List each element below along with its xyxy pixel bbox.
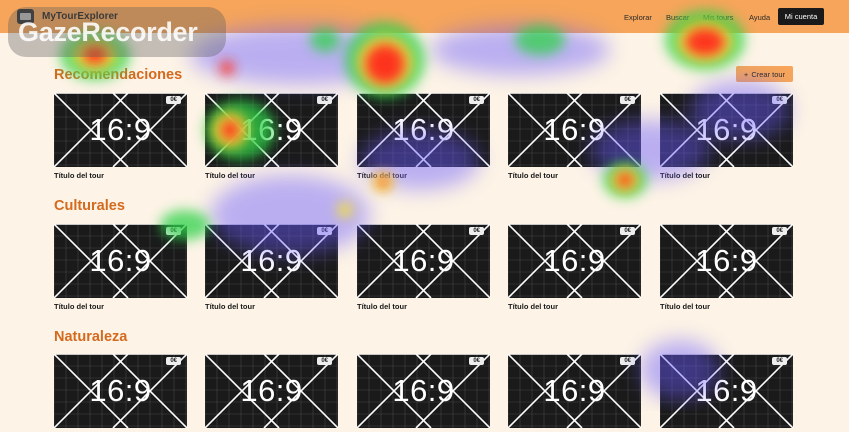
tour-card[interactable]: 16:9 0€ [54,354,187,432]
price-badge: 0€ [772,96,787,104]
price-badge: 0€ [166,96,181,104]
aspect-ratio-label: 16:9 [89,112,152,147]
tour-title: Título del tour [54,171,104,180]
placeholder-grid-icon [54,93,187,167]
tour-card[interactable]: 16:9 0€ Título del tour [508,224,641,311]
price-badge: 0€ [772,357,787,365]
tour-title: Título del tour [205,302,255,311]
tour-thumbnail-placeholder: 16:9 0€ [205,354,338,428]
nav-link-explorar[interactable]: Explorar [624,13,652,22]
tour-thumbnail-placeholder: 16:9 0€ [508,93,641,167]
price-badge: 0€ [772,227,787,235]
price-badge: 0€ [469,96,484,104]
price-badge: 0€ [620,96,635,104]
tour-card[interactable]: 16:9 0€ Título del tour [357,224,490,311]
aspect-ratio-label: 16:9 [240,373,303,408]
price-badge: 0€ [317,357,332,365]
nav-link-buscar[interactable]: Buscar [666,13,690,22]
aspect-ratio-label: 16:9 [543,373,606,408]
tour-title: Título del tour [660,302,710,311]
aspect-ratio-label: 16:9 [543,112,606,147]
tour-thumbnail-placeholder: 16:9 0€ [660,224,793,298]
brand-name[interactable]: MyTourExplorer [42,11,118,22]
tour-thumbnail-placeholder: 16:9 0€ [508,224,641,298]
tour-thumbnail-placeholder: 16:9 0€ [54,354,187,428]
tour-thumbnail-placeholder: 16:9 0€ [660,354,793,428]
tour-card[interactable]: 16:9 0€ Título del tour [660,93,793,180]
tour-card[interactable]: 16:9 0€ [660,354,793,432]
account-button[interactable]: Mi cuenta [778,8,824,25]
tour-thumbnail-placeholder: 16:9 0€ [508,354,641,428]
price-badge: 0€ [317,227,332,235]
placeholder-grid-icon [660,224,793,298]
section-title-naturaleza: Naturaleza [54,329,128,345]
tour-title: Título del tour [357,302,407,311]
tour-thumbnail-placeholder: 16:9 0€ [205,224,338,298]
watermark-text: GazeRecorder [18,17,198,47]
tour-thumbnail-placeholder: 16:9 0€ [660,93,793,167]
tour-card[interactable]: 16:9 0€ Título del tour [54,224,187,311]
aspect-ratio-label: 16:9 [392,112,455,147]
create-tour-button[interactable]: + Crear tour [736,66,793,82]
aspect-ratio-label: 16:9 [695,373,758,408]
tour-title: Título del tour [660,171,710,180]
plus-icon: + [743,69,749,79]
aspect-ratio-label: 16:9 [89,243,152,278]
section-title-recomendaciones: Recomendaciones [54,67,183,83]
price-badge: 0€ [166,227,181,235]
aspect-ratio-label: 16:9 [392,373,455,408]
tour-thumbnail-placeholder: 16:9 0€ [357,93,490,167]
gaze-heatmap-overlay [60,10,790,400]
tour-card[interactable]: 16:9 0€ Título del tour [508,93,641,180]
aspect-ratio-label: 16:9 [89,373,152,408]
tour-card[interactable]: 16:9 0€ Título del tour [205,93,338,180]
tour-thumbnail-placeholder: 16:9 0€ [357,354,490,428]
tour-card[interactable]: 16:9 0€ Título del tour [660,224,793,311]
section-title-culturales: Culturales [54,198,125,214]
nav-link-ayuda[interactable]: Ayuda [749,13,771,22]
price-badge: 0€ [620,357,635,365]
aspect-ratio-label: 16:9 [240,112,303,147]
tour-card[interactable]: 16:9 0€ Título del tour [54,93,187,180]
placeholder-grid-icon [357,224,490,298]
tour-card[interactable]: 16:9 0€ [205,354,338,432]
price-badge: 0€ [620,227,635,235]
tour-thumbnail-placeholder: 16:9 0€ [54,93,187,167]
aspect-ratio-label: 16:9 [543,243,606,278]
placeholder-grid-icon [508,224,641,298]
gazerecorder-watermark: GazeRecorder [8,7,226,57]
tour-thumbnail-placeholder: 16:9 0€ [54,224,187,298]
price-badge: 0€ [469,357,484,365]
aspect-ratio-label: 16:9 [392,243,455,278]
tour-card[interactable]: 16:9 0€ Título del tour [357,93,490,180]
brand-logo-icon[interactable] [17,9,34,24]
nav-link-mis-tours[interactable]: Mis tours [703,13,734,22]
tour-title: Título del tour [54,302,104,311]
price-badge: 0€ [469,227,484,235]
price-badge: 0€ [317,96,332,104]
aspect-ratio-label: 16:9 [695,112,758,147]
tour-title: Título del tour [205,171,255,180]
tour-thumbnail-placeholder: 16:9 0€ [357,224,490,298]
aspect-ratio-label: 16:9 [240,243,303,278]
tour-thumbnail-placeholder: 16:9 0€ [205,93,338,167]
tour-card[interactable]: 16:9 0€ [357,354,490,432]
create-tour-label: Crear tour [751,69,786,79]
tour-title: Título del tour [357,171,407,180]
tour-title: Título del tour [508,302,558,311]
aspect-ratio-label: 16:9 [695,243,758,278]
price-badge: 0€ [166,357,181,365]
tour-card[interactable]: 16:9 0€ Título del tour [205,224,338,311]
tour-title: Título del tour [508,171,558,180]
placeholder-grid-icon [54,224,187,298]
tour-card[interactable]: 16:9 0€ [508,354,641,432]
